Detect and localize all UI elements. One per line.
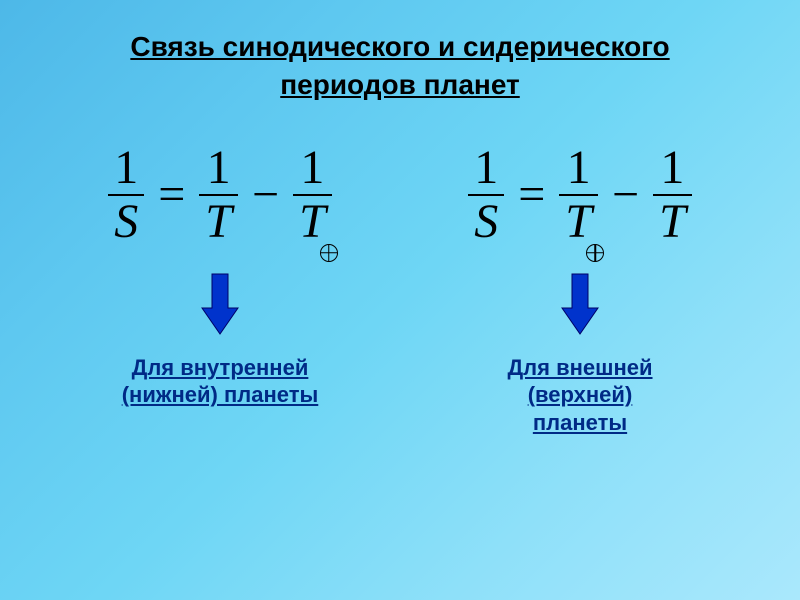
caption-line2: (верхней) [528, 382, 633, 407]
den: S [108, 196, 144, 246]
caption-outer: Для внешней (верхней) планеты [507, 354, 652, 437]
down-arrow-icon [560, 272, 600, 336]
equals: = [518, 171, 545, 219]
frac-1s: 1 S [108, 144, 144, 246]
arrow-wrap [200, 272, 240, 336]
formula-inner-planet: 1 S = 1 T − 1 T [102, 144, 338, 437]
den: T [293, 196, 332, 246]
caption-line1: Для внутренней [132, 355, 309, 380]
frac-1s: 1 S [468, 144, 504, 246]
num: 1 [201, 144, 237, 194]
earth-symbol-icon [320, 244, 338, 266]
den: S [468, 196, 504, 246]
title-line1: Связь синодического и сидерического [130, 31, 669, 62]
frac-1t: 1 T [653, 144, 692, 246]
slide-title: Связь синодического и сидерического пери… [0, 0, 800, 114]
den: T [559, 196, 598, 246]
num: 1 [561, 144, 597, 194]
num: 1 [108, 144, 144, 194]
arrow-wrap [560, 272, 600, 336]
den-t: T [299, 195, 326, 248]
title-line2: периодов планет [280, 69, 520, 100]
frac-1t-earth: 1 T [559, 144, 598, 246]
num: 1 [468, 144, 504, 194]
formula-outer-planet: 1 S = 1 T − 1 T [462, 144, 698, 437]
down-arrow-icon [200, 272, 240, 336]
equals: = [158, 171, 185, 219]
earth-symbol-icon [586, 244, 604, 266]
den: T [653, 196, 692, 246]
caption-line2: (нижней) планеты [122, 382, 319, 407]
formula-right: 1 S = 1 T − 1 T [462, 144, 698, 246]
formula-left: 1 S = 1 T − 1 T [102, 144, 338, 246]
caption-line1: Для внешней [507, 355, 652, 380]
frac-1t: 1 T [199, 144, 238, 246]
caption-line3: планеты [533, 410, 627, 435]
caption-inner: Для внутренней (нижней) планеты [122, 354, 319, 409]
den-t: T [565, 195, 592, 248]
num: 1 [294, 144, 330, 194]
minus: − [252, 171, 279, 219]
den: T [199, 196, 238, 246]
formulas-row: 1 S = 1 T − 1 T [0, 114, 800, 447]
num: 1 [654, 144, 690, 194]
minus: − [612, 171, 639, 219]
arrow-path [202, 274, 238, 334]
title-text: Связь синодического и сидерического пери… [130, 28, 669, 104]
frac-1t-earth: 1 T [293, 144, 332, 246]
arrow-path [562, 274, 598, 334]
